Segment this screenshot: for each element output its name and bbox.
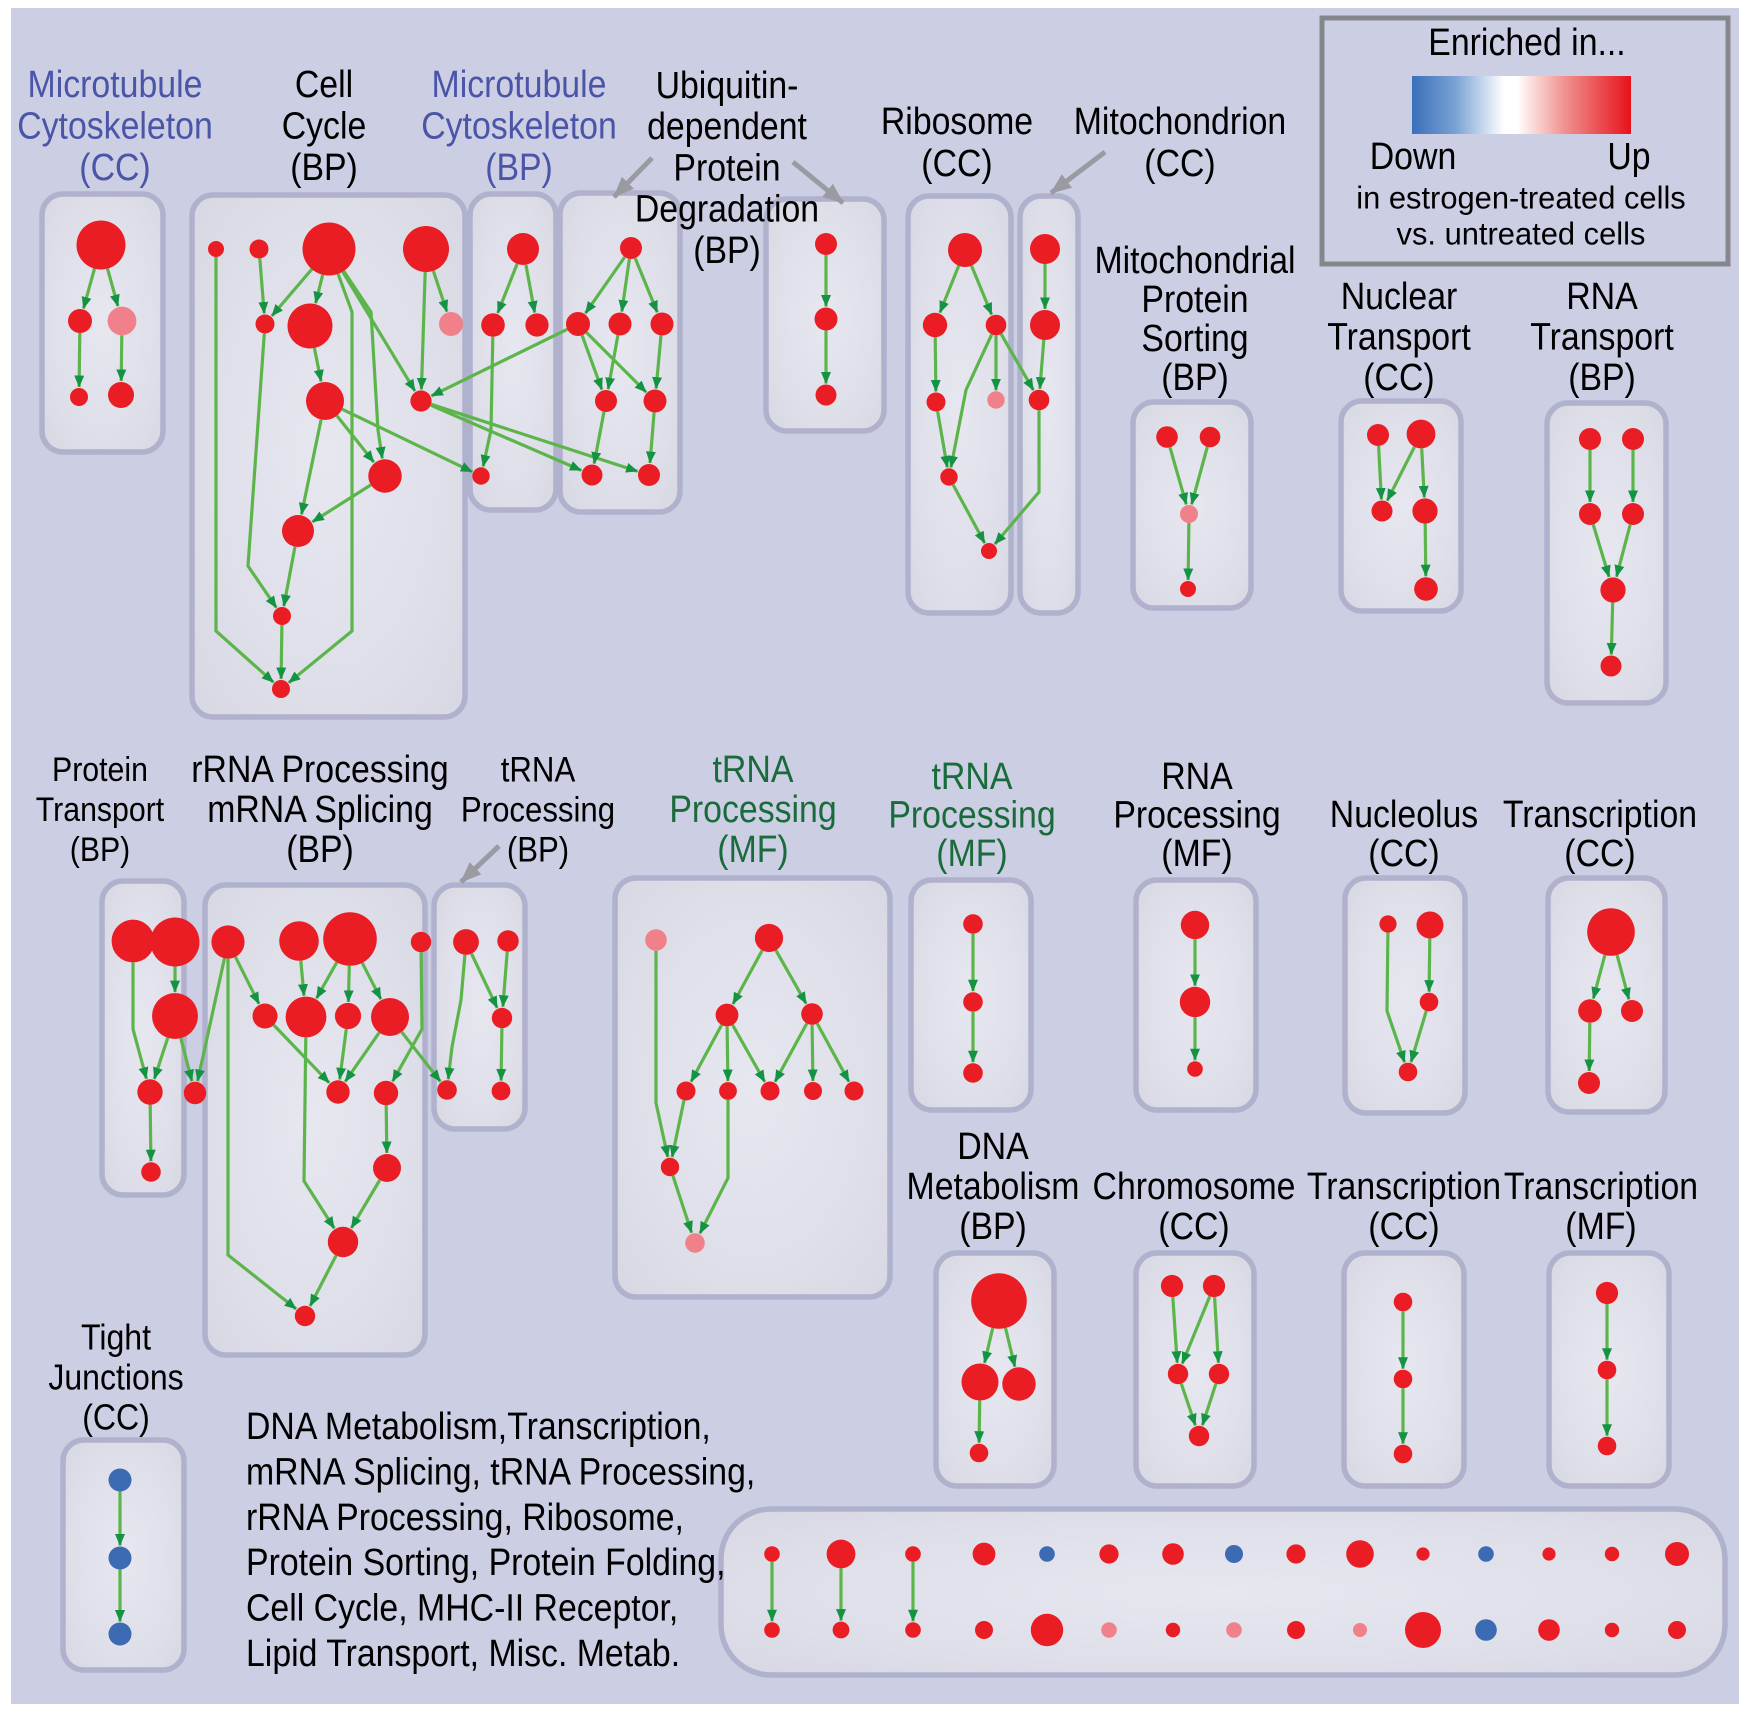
svg-text:Ribosome: Ribosome [881, 101, 1033, 143]
svg-text:(BP): (BP) [1161, 357, 1229, 399]
svg-text:Protein Sorting, Protein Foldi: Protein Sorting, Protein Folding, [246, 1542, 726, 1584]
svg-text:Sorting: Sorting [1141, 318, 1248, 360]
svg-text:Transport: Transport [1530, 317, 1674, 359]
svg-text:Junctions: Junctions [48, 1357, 183, 1398]
svg-text:DNA: DNA [957, 1126, 1029, 1168]
svg-text:Cell: Cell [295, 64, 353, 106]
svg-text:(CC): (CC) [921, 143, 992, 185]
svg-text:Transport: Transport [36, 791, 165, 829]
svg-text:Nucleolus: Nucleolus [1330, 794, 1478, 836]
svg-text:Transcription: Transcription [1307, 1166, 1501, 1208]
svg-text:Cycle: Cycle [282, 106, 367, 148]
svg-text:Transcription: Transcription [1504, 1166, 1698, 1208]
svg-text:Processing: Processing [888, 795, 1055, 837]
svg-text:(CC): (CC) [1144, 143, 1215, 185]
svg-text:rRNA Processing, Ribosome,: rRNA Processing, Ribosome, [246, 1497, 684, 1539]
svg-text:Cytoskeleton: Cytoskeleton [17, 106, 213, 148]
svg-text:mRNA Splicing, tRNA Processing: mRNA Splicing, tRNA Processing, [246, 1451, 755, 1493]
svg-text:Up: Up [1607, 136, 1650, 178]
svg-text:Processing: Processing [1113, 795, 1280, 837]
svg-text:Degradation: Degradation [635, 189, 819, 231]
svg-text:(CC): (CC) [1158, 1206, 1229, 1248]
svg-text:mRNA Splicing: mRNA Splicing [207, 789, 433, 831]
svg-text:Cytoskeleton: Cytoskeleton [421, 106, 617, 148]
svg-text:(BP): (BP) [959, 1206, 1027, 1248]
svg-text:(MF): (MF) [717, 829, 788, 871]
svg-text:Processing: Processing [461, 790, 615, 829]
svg-text:(MF): (MF) [1161, 833, 1232, 875]
svg-text:Protein: Protein [1141, 279, 1248, 321]
svg-text:Chromosome: Chromosome [1093, 1166, 1296, 1208]
svg-text:DNA Metabolism,Transcription,: DNA Metabolism,Transcription, [246, 1406, 711, 1448]
svg-text:(MF): (MF) [1565, 1206, 1636, 1248]
svg-text:RNA: RNA [1566, 276, 1638, 318]
svg-text:Enriched in...: Enriched in... [1428, 22, 1625, 64]
svg-text:Protein: Protein [52, 751, 148, 789]
svg-text:(BP): (BP) [693, 230, 761, 272]
svg-text:(CC): (CC) [1368, 1206, 1439, 1248]
svg-text:Mitochondrial: Mitochondrial [1094, 240, 1295, 282]
svg-text:Processing: Processing [669, 789, 836, 831]
svg-text:Microtubule: Microtubule [28, 64, 203, 106]
svg-text:Transcription: Transcription [1503, 794, 1697, 836]
svg-text:(BP): (BP) [286, 829, 354, 871]
svg-text:(BP): (BP) [290, 147, 358, 189]
svg-text:rRNA Processing: rRNA Processing [191, 749, 448, 791]
svg-text:dependent: dependent [647, 106, 807, 148]
svg-text:Ubiquitin-: Ubiquitin- [656, 65, 799, 107]
svg-text:(CC): (CC) [1368, 833, 1439, 875]
svg-text:(CC): (CC) [82, 1397, 150, 1438]
svg-text:(BP): (BP) [485, 147, 553, 189]
svg-text:Tight: Tight [81, 1317, 151, 1358]
svg-text:Mitochondrion: Mitochondrion [1074, 101, 1287, 143]
svg-text:in estrogen-treated cells: in estrogen-treated cells [1356, 179, 1686, 215]
svg-text:(CC): (CC) [1564, 833, 1635, 875]
svg-text:Protein: Protein [673, 147, 780, 189]
svg-text:vs. untreated cells: vs. untreated cells [1397, 215, 1646, 251]
svg-text:(BP): (BP) [507, 830, 569, 869]
svg-text:Lipid Transport, Misc. Metab.: Lipid Transport, Misc. Metab. [246, 1633, 680, 1675]
svg-text:Microtubule: Microtubule [432, 64, 607, 106]
svg-text:tRNA: tRNA [932, 756, 1014, 798]
svg-text:(CC): (CC) [79, 147, 150, 189]
svg-text:tRNA: tRNA [713, 749, 795, 791]
svg-text:Down: Down [1370, 136, 1457, 178]
svg-text:(CC): (CC) [1363, 357, 1434, 399]
svg-text:tRNA: tRNA [501, 750, 576, 789]
svg-text:Transport: Transport [1327, 317, 1471, 359]
svg-text:(MF): (MF) [936, 833, 1007, 875]
svg-text:RNA: RNA [1161, 756, 1233, 798]
svg-text:(BP): (BP) [70, 831, 131, 869]
svg-text:Nuclear: Nuclear [1341, 276, 1458, 318]
svg-text:Metabolism: Metabolism [907, 1166, 1080, 1208]
svg-text:(BP): (BP) [1568, 357, 1636, 399]
svg-text:Cell Cycle, MHC-II Receptor,: Cell Cycle, MHC-II Receptor, [246, 1588, 678, 1630]
